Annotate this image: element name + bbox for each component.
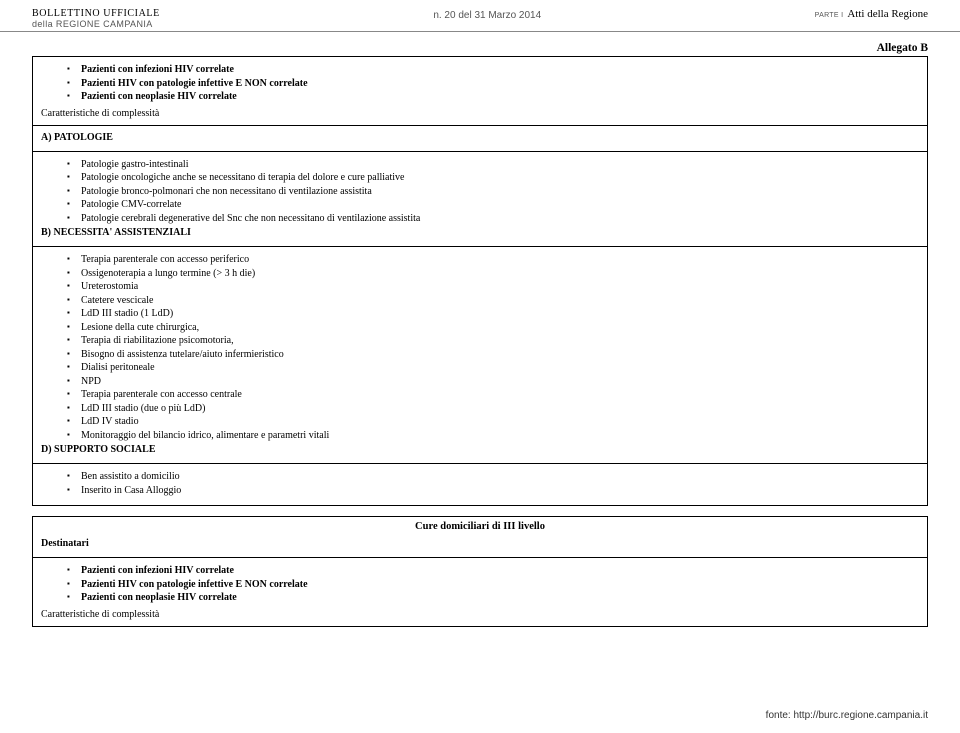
header-parte: PARTE I xyxy=(815,12,844,19)
list-item: Patologie cerebrali degenerative del Snc… xyxy=(81,212,919,226)
header-right: PARTE I Atti della Regione xyxy=(815,8,928,20)
page-header: BOLLETTINO UFFICIALE della REGIONE CAMPA… xyxy=(0,0,960,32)
list-item: LdD III stadio (1 LdD) xyxy=(81,307,919,321)
list-item: Monitoraggio del bilancio idrico, alimen… xyxy=(81,429,919,443)
list-item: Catetere vescicale xyxy=(81,294,919,308)
header-bollettino: BOLLETTINO UFFICIALE xyxy=(32,8,160,19)
caratteristiche-label-1: Caratteristiche di complessità xyxy=(41,108,919,119)
list-item: Bisogno di assistenza tutelare/aiuto inf… xyxy=(81,348,919,362)
cell-cure-title: Cure domiciliari di III livello Destinat… xyxy=(33,517,928,558)
list-item: Pazienti con infezioni HIV correlate xyxy=(81,564,919,578)
list-item: LdD III stadio (due o più LdD) xyxy=(81,402,919,416)
list-item: Pazienti con neoplasie HIV correlate xyxy=(81,90,919,104)
cell-section-bd: Terapia parenterale con accesso periferi… xyxy=(33,247,928,464)
cell-section-ab: Patologie gastro-intestinaliPatologie on… xyxy=(33,151,928,247)
header-issue: n. 20 del 31 Marzo 2014 xyxy=(433,10,541,21)
destinatari-label: Destinatari xyxy=(41,538,919,549)
list-item: NPD xyxy=(81,375,919,389)
cure-title: Cure domiciliari di III livello xyxy=(41,521,919,532)
list-item: Ossigenoterapia a lungo termine (> 3 h d… xyxy=(81,267,919,281)
caratteristiche-label-2: Caratteristiche di complessità xyxy=(41,609,919,620)
list-item: Terapia parenterale con accesso periferi… xyxy=(81,253,919,267)
list-item: Inserito in Casa Alloggio xyxy=(81,484,919,498)
table-block-1: Pazienti con infezioni HIV correlatePazi… xyxy=(32,56,928,506)
page-body: Allegato B Pazienti con infezioni HIV co… xyxy=(0,32,960,627)
cell-section-d-items: Ben assistito a domicilioInserito in Cas… xyxy=(33,464,928,506)
allegato-label: Allegato B xyxy=(32,42,928,54)
list-item: Lesione della cute chirurgica, xyxy=(81,321,919,335)
section-b-label: B) NECESSITA' ASSISTENZIALI xyxy=(41,227,919,238)
section-d-label: D) SUPPORTO SOCIALE xyxy=(41,444,919,455)
header-regione: della REGIONE CAMPANIA xyxy=(32,19,160,29)
list-item: Terapia parenterale con accesso centrale xyxy=(81,388,919,402)
cell-section-a-label: A) PATOLOGIE xyxy=(33,125,928,151)
list-item: LdD IV stadio xyxy=(81,415,919,429)
header-left: BOLLETTINO UFFICIALE della REGIONE CAMPA… xyxy=(32,8,160,29)
table-block-2: Cure domiciliari di III livello Destinat… xyxy=(32,516,928,627)
list-item: Pazienti HIV con patologie infettive E N… xyxy=(81,578,919,592)
header-atti: Atti della Regione xyxy=(847,8,928,20)
cell-patients-2: Pazienti con infezioni HIV correlatePazi… xyxy=(33,558,928,627)
list-item: Terapia di riabilitazione psicomotoria, xyxy=(81,334,919,348)
list-item: Pazienti con infezioni HIV correlate xyxy=(81,63,919,77)
list-item: Patologie bronco-polmonari che non neces… xyxy=(81,185,919,199)
list-item: Pazienti HIV con patologie infettive E N… xyxy=(81,77,919,91)
list-item: Patologie gastro-intestinali xyxy=(81,158,919,172)
cell-patients-1: Pazienti con infezioni HIV correlatePazi… xyxy=(33,57,928,126)
list-item: Ben assistito a domicilio xyxy=(81,470,919,484)
section-a-label: A) PATOLOGIE xyxy=(41,132,919,143)
list-item: Dialisi peritoneale xyxy=(81,361,919,375)
list-item: Pazienti con neoplasie HIV correlate xyxy=(81,591,919,605)
list-item: Ureterostomia xyxy=(81,280,919,294)
page-footer: fonte: http://burc.regione.campania.it xyxy=(766,710,928,721)
list-item: Patologie CMV-correlate xyxy=(81,198,919,212)
list-item: Patologie oncologiche anche se necessita… xyxy=(81,171,919,185)
